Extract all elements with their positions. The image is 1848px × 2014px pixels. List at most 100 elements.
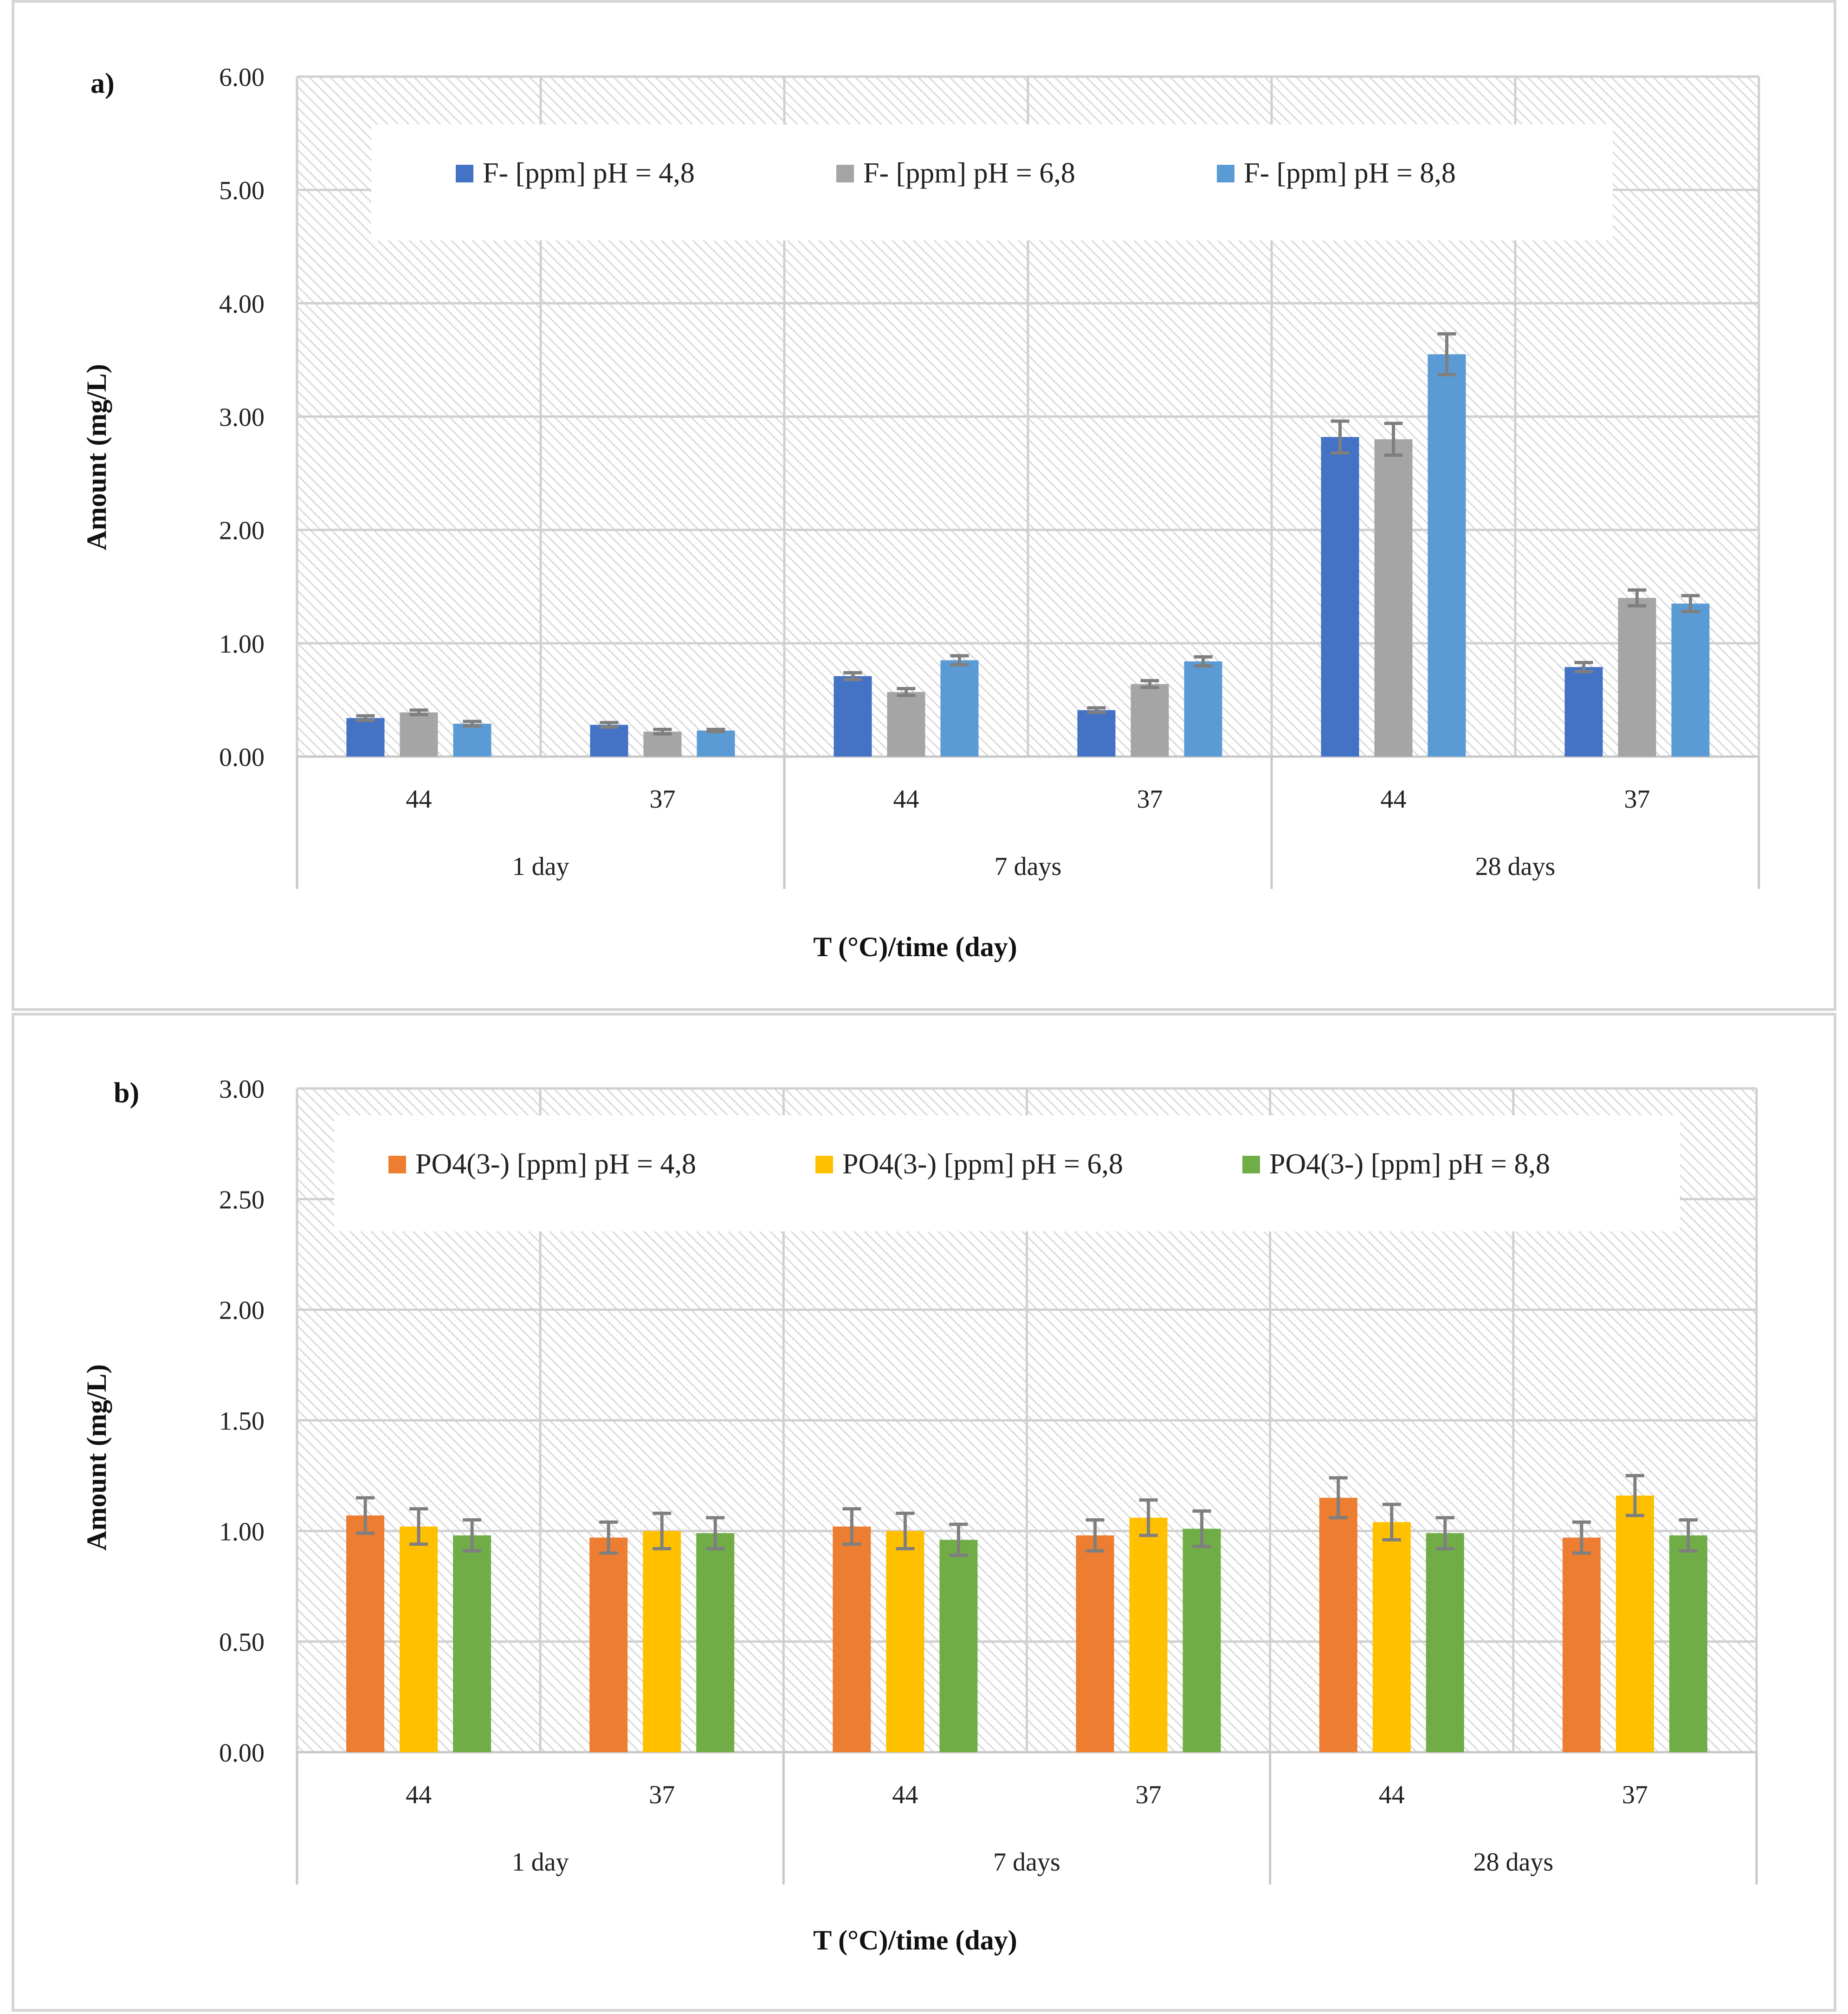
error-bar — [950, 654, 969, 667]
error-bar — [1437, 332, 1456, 376]
legend-swatch — [1242, 1156, 1260, 1173]
error-bar — [1628, 588, 1647, 608]
panel-b-separators — [296, 1751, 1758, 1884]
bar — [833, 1526, 871, 1752]
error-bar — [1087, 706, 1106, 714]
legend-label: PO4(3-) [ppm] pH = 6,8 — [842, 1148, 1123, 1180]
bar — [696, 1533, 735, 1752]
bar — [453, 724, 491, 757]
bar — [834, 676, 872, 757]
y-tick-label: 0.00 — [219, 1739, 265, 1768]
error-bar — [1679, 1518, 1698, 1553]
error-bar — [356, 1496, 375, 1535]
error-bar — [1382, 1502, 1401, 1541]
panel-b-x-categories: 44 37 44 37 44 37 — [406, 1781, 1648, 1809]
error-bar — [1140, 679, 1159, 689]
x-group-label: 28 days — [1473, 1848, 1554, 1877]
panel-a-legend: F- [ppm] pH = 4,8 F- [ppm] pH = 6,8 F- [pp… — [456, 157, 1456, 189]
bar — [453, 1535, 491, 1752]
legend-label: F- [ppm] pH = 4,8 — [483, 157, 695, 189]
panel-a-separators — [296, 755, 1760, 889]
bar — [1374, 439, 1413, 757]
error-bar — [409, 708, 428, 717]
panel-b-x-axis-title: T (°C)/time (day) — [813, 1925, 1017, 1956]
y-tick-label: 2.00 — [219, 517, 265, 545]
error-bar — [843, 671, 862, 681]
bar — [1562, 1537, 1601, 1752]
y-tick-label: 3.00 — [219, 1075, 265, 1104]
legend-label: PO4(3-) [ppm] pH = 4,8 — [415, 1148, 696, 1180]
panel-b-legend: PO4(3-) [ppm] pH = 4,8 PO4(3-) [ppm] pH =… — [388, 1148, 1550, 1180]
error-bar — [706, 1516, 725, 1550]
error-bar — [1329, 1476, 1348, 1520]
error-bar — [1331, 419, 1350, 455]
error-bar — [1194, 655, 1213, 668]
bar — [1076, 1535, 1114, 1752]
x-category-label: 44 — [892, 1781, 918, 1809]
bar — [1182, 1528, 1221, 1752]
bar — [940, 660, 979, 757]
bar — [1321, 437, 1359, 757]
error-bar — [463, 719, 482, 728]
error-bar — [897, 687, 916, 697]
panel-a-x-axis-title: T (°C)/time (day) — [813, 932, 1017, 962]
error-bar — [599, 1520, 618, 1555]
x-category-label: 44 — [406, 785, 432, 814]
x-category-label: 37 — [1137, 785, 1163, 814]
panel-a-error-bars — [356, 332, 1700, 736]
error-bar — [1572, 1520, 1591, 1555]
bar — [589, 1537, 628, 1752]
bar — [1618, 598, 1656, 757]
bar — [1184, 661, 1222, 757]
x-category-label: 44 — [893, 785, 919, 814]
bar — [1372, 1522, 1411, 1752]
error-bar — [949, 1522, 968, 1557]
bar — [590, 725, 628, 757]
y-tick-label: 2.00 — [219, 1296, 265, 1325]
bar — [939, 1540, 978, 1752]
bar — [400, 1526, 438, 1752]
panel-b-error-bars — [356, 1474, 1698, 1557]
panel-b-x-groups: 1 day 7 days 28 days — [512, 1848, 1553, 1877]
x-category-label: 37 — [650, 785, 676, 814]
y-tick-label: 3.00 — [219, 403, 265, 432]
error-bar — [653, 1511, 672, 1550]
error-bar — [1681, 594, 1700, 613]
panel-a-y-ticks: 0.00 1.00 2.00 3.00 4.00 5.00 6.00 — [219, 63, 265, 772]
legend-swatch — [836, 165, 854, 182]
bar — [1077, 710, 1116, 757]
y-tick-label: 0.00 — [219, 743, 265, 772]
legend-swatch — [815, 1156, 833, 1173]
bar — [1426, 1533, 1464, 1752]
x-category-label: 44 — [406, 1781, 432, 1809]
error-bar — [1139, 1498, 1158, 1537]
bar — [1615, 1496, 1654, 1752]
x-group-label: 7 days — [995, 852, 1062, 881]
y-tick-label: 1.00 — [219, 630, 265, 659]
panel-a-x-categories: 44 37 44 37 44 37 — [406, 785, 1650, 814]
error-bar — [409, 1507, 428, 1546]
bar — [346, 1515, 385, 1752]
panel-b-legend-box — [334, 1115, 1680, 1231]
x-category-label: 37 — [1624, 785, 1650, 814]
legend-label: F- [ppm] pH = 8,8 — [1244, 157, 1456, 189]
x-category-label: 37 — [1136, 1781, 1162, 1809]
panel-a: 0.00 1.00 2.00 3.00 4.00 5.00 6.00 44 37 44 37 44 3… — [12, 0, 1836, 1011]
panel-b-y-ticks: 0.00 0.50 1.00 1.50 2.00 2.50 3.00 — [219, 1075, 265, 1768]
legend-swatch — [388, 1156, 406, 1173]
bar — [1671, 603, 1710, 757]
bar — [1669, 1535, 1707, 1752]
bar — [886, 1531, 924, 1752]
legend-label: F- [ppm] pH = 6,8 — [863, 157, 1075, 189]
legend-label: PO4(3-) [ppm] pH = 8,8 — [1269, 1148, 1550, 1180]
panel-b-bars — [346, 1496, 1707, 1752]
bar — [1428, 354, 1466, 757]
y-tick-label: 4.00 — [219, 290, 265, 318]
y-tick-label: 6.00 — [219, 63, 265, 92]
error-bar — [356, 714, 375, 722]
error-bar — [842, 1507, 861, 1546]
legend-swatch — [1217, 165, 1234, 182]
x-group-label: 28 days — [1475, 852, 1556, 881]
